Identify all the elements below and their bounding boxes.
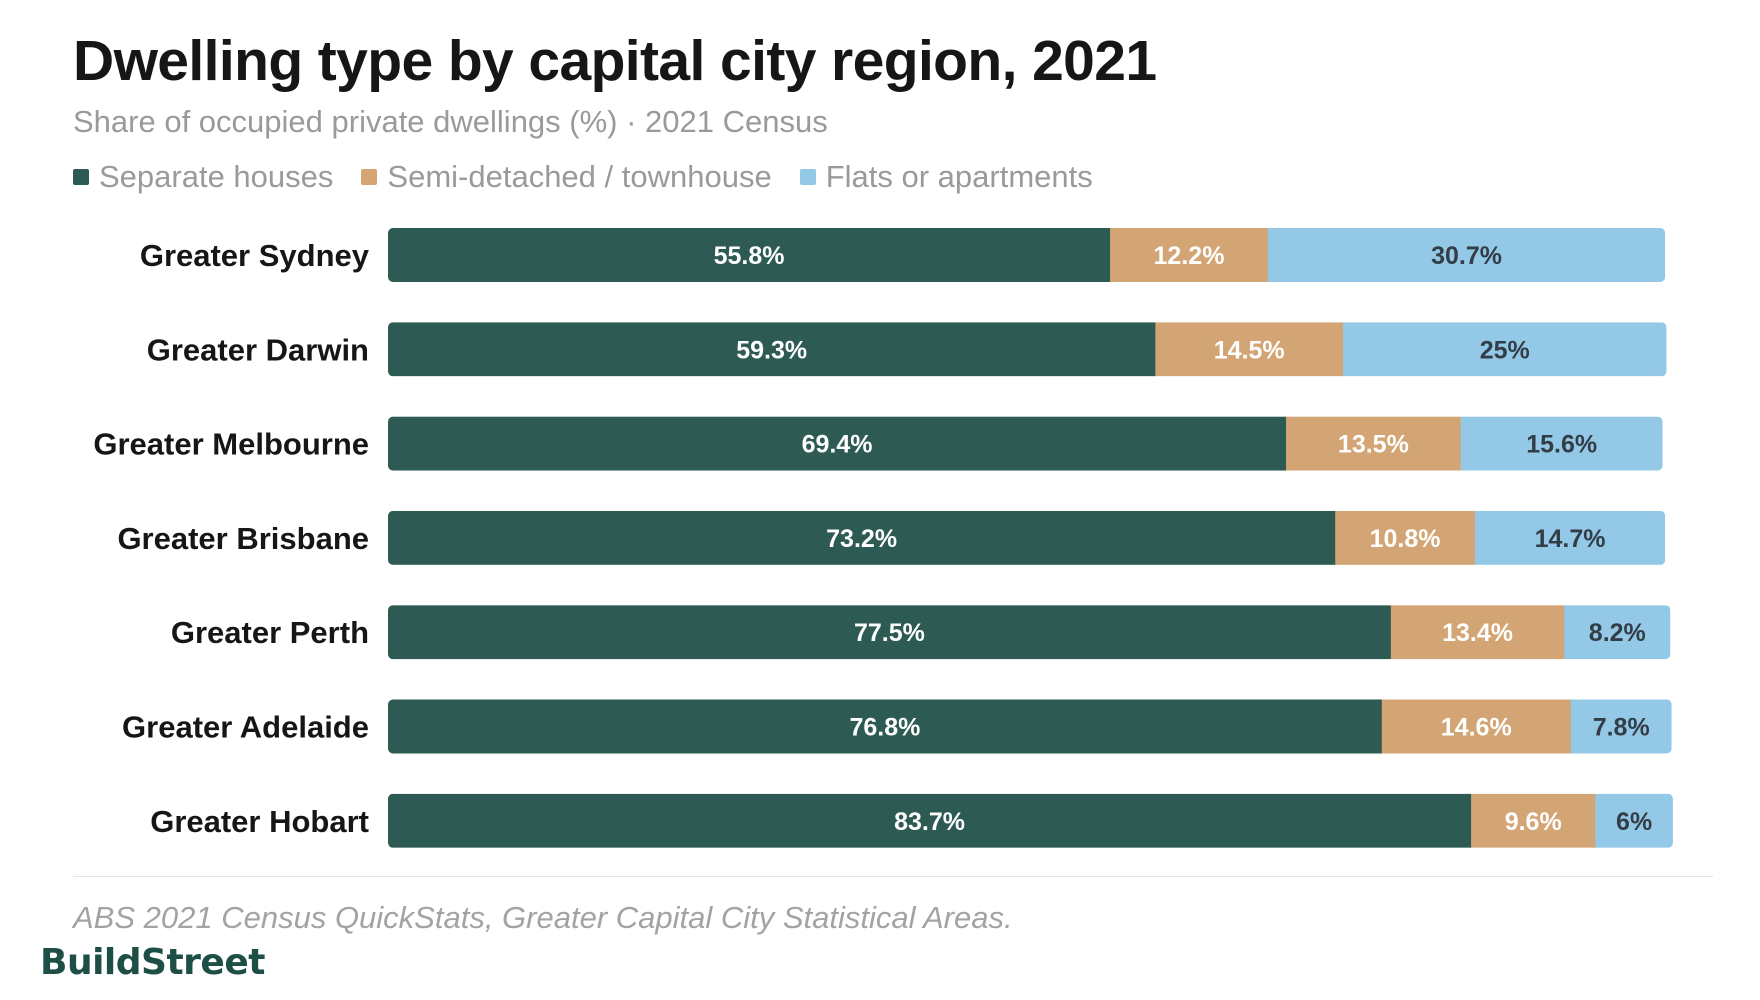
category-label: Greater Melbourne <box>93 427 369 462</box>
bar-segment-semi-detached <box>1471 793 1596 848</box>
data-label-semi-detached: 14.6% <box>1441 714 1512 742</box>
bar-segment-flats <box>1342 322 1667 377</box>
data-label-flats: 15.6% <box>1526 431 1597 459</box>
legend-item-semi-detached: Semi-detached / townhouse <box>361 159 772 195</box>
chart-title: Dwelling type by capital city region, 20… <box>73 29 1157 93</box>
source-note: ABS 2021 Census QuickStats, Greater Capi… <box>73 900 1013 935</box>
data-label-flats: 8.2% <box>1589 619 1646 647</box>
category-label: Greater Hobart <box>150 804 369 839</box>
chart-subtitle: Share of occupied private dwellings (%) … <box>73 104 828 139</box>
data-label-semi-detached: 12.2% <box>1154 242 1225 270</box>
bar-segment-flats <box>1595 793 1673 848</box>
bar-segment-flats <box>1570 699 1672 754</box>
data-label-semi-detached: 10.8% <box>1370 525 1441 553</box>
bar-segment-semi-detached <box>1381 699 1572 754</box>
data-label-semi-detached: 9.6% <box>1505 808 1562 836</box>
bar-row-greater-adelaide: Greater Adelaide 76.8% 14.6% 7.8% <box>122 699 1672 754</box>
data-label-separate-houses: 83.7% <box>894 808 965 836</box>
legend: Separate houses Semi-detached / townhous… <box>73 159 1121 195</box>
bar-segment-semi-detached <box>1335 510 1476 565</box>
data-label-separate-houses: 69.4% <box>802 431 873 459</box>
bar-row-greater-melbourne: Greater Melbourne 69.4% 13.5% 15.6% <box>93 416 1663 471</box>
data-label-semi-detached: 14.5% <box>1214 336 1285 364</box>
stacked-bar-chart: Greater Sydney 55.8% 12.2% 30.7% Greater Dar… <box>93 228 1673 848</box>
legend-swatch-flats <box>799 169 816 185</box>
bar-segment-separate-houses <box>388 793 1472 848</box>
legend-swatch-semi-detached <box>361 169 378 185</box>
data-label-flats: 25% <box>1480 336 1530 364</box>
bar-segment-semi-detached <box>1110 228 1269 282</box>
bar-segment-separate-houses <box>388 510 1336 565</box>
bar-segment-separate-houses <box>388 605 1392 660</box>
bar-segment-flats <box>1564 605 1671 660</box>
bar-segment-flats <box>1474 510 1666 565</box>
legend-item-separate-houses: Separate houses <box>73 159 333 195</box>
bar-segment-flats <box>1460 416 1663 471</box>
legend-label-separate-houses: Separate houses <box>99 159 334 194</box>
legend-swatch-separate-houses <box>73 169 89 185</box>
legend-label-semi-detached: Semi-detached / townhouse <box>387 159 772 194</box>
category-label: Greater Brisbane <box>117 521 369 556</box>
category-label: Greater Perth <box>171 615 369 650</box>
bar-segment-separate-houses <box>388 416 1287 471</box>
bar-row-greater-darwin: Greater Darwin 59.3% 14.5% 25% <box>147 322 1667 377</box>
bar-segment-semi-detached <box>1155 322 1344 377</box>
data-label-flats: 6% <box>1616 808 1652 836</box>
bar-segment-semi-detached <box>1390 605 1565 660</box>
data-label-flats: 14.7% <box>1535 525 1606 553</box>
data-label-separate-houses: 77.5% <box>854 619 925 647</box>
data-label-separate-houses: 73.2% <box>826 525 897 553</box>
bar-segment-semi-detached <box>1286 416 1462 471</box>
category-label: Greater Sydney <box>140 238 370 273</box>
bar-segment-flats <box>1267 228 1666 282</box>
brand-logo: BuildStreet <box>40 942 265 983</box>
bar-row-greater-brisbane: Greater Brisbane 73.2% 10.8% 14.7% <box>117 510 1666 565</box>
bar-row-greater-hobart: Greater Hobart 83.7% 9.6% 6% <box>150 793 1673 848</box>
data-label-separate-houses: 55.8% <box>714 242 785 270</box>
data-label-flats: 30.7% <box>1431 242 1502 270</box>
category-label: Greater Adelaide <box>122 710 369 745</box>
bar-segment-separate-houses <box>388 228 1111 282</box>
category-label: Greater Darwin <box>147 332 369 367</box>
bar-row-greater-perth: Greater Perth 77.5% 13.4% 8.2% <box>171 605 1671 660</box>
data-label-separate-houses: 59.3% <box>736 336 807 364</box>
data-label-semi-detached: 13.4% <box>1442 619 1513 647</box>
legend-label-flats: Flats or apartments <box>825 159 1093 194</box>
footer-divider <box>73 876 1713 877</box>
bar-segment-separate-houses <box>388 699 1383 754</box>
data-label-separate-houses: 76.8% <box>849 714 920 742</box>
bar-row-greater-sydney: Greater Sydney 55.8% 12.2% 30.7% <box>140 228 1666 282</box>
data-label-semi-detached: 13.5% <box>1338 431 1409 459</box>
bar-segment-separate-houses <box>388 322 1156 377</box>
data-label-flats: 7.8% <box>1593 714 1650 742</box>
legend-item-flats: Flats or apartments <box>799 159 1093 195</box>
